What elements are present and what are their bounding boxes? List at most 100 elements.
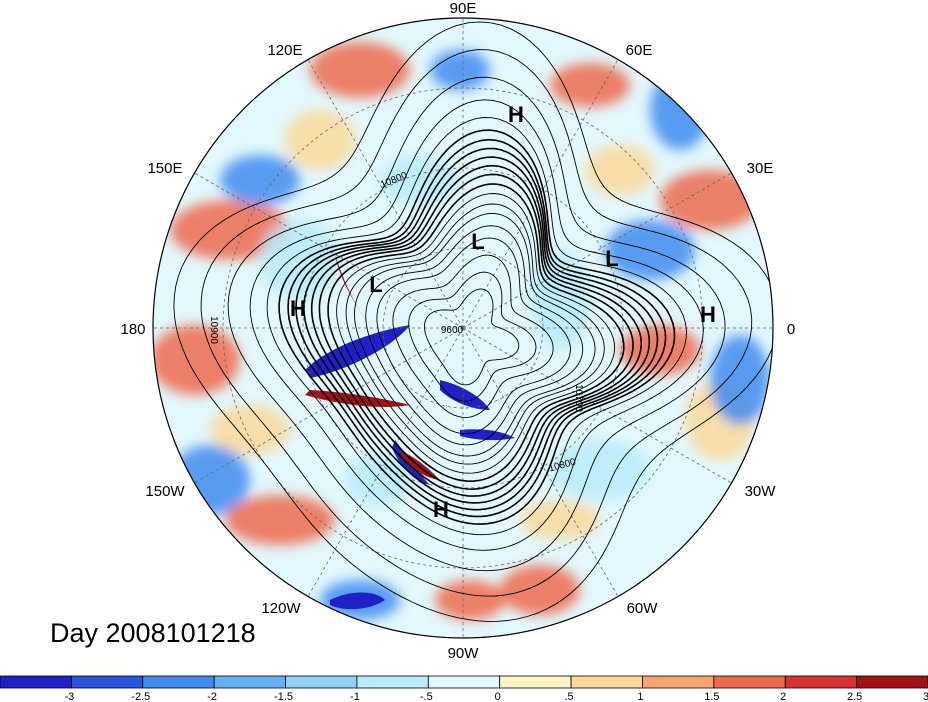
height-contour [327, 183, 625, 482]
anomaly-blob [660, 170, 760, 230]
colorbar-tick-label: -1 [350, 691, 360, 702]
colorbar-swatch [856, 675, 928, 689]
lon-label-150e: 150E [147, 160, 182, 177]
high-marker: H [508, 102, 524, 127]
high-marker: H [700, 302, 716, 327]
colorbar-tick-label: 3 [923, 691, 928, 702]
anomaly-blob [550, 63, 630, 107]
low-marker: L [369, 272, 382, 297]
meridian-line [462, 327, 732, 484]
anomaly-blob [430, 50, 490, 90]
lon-label-30e: 30E [747, 160, 774, 177]
high-marker: H [290, 296, 306, 321]
lon-label-150w: 150W [145, 483, 185, 500]
colorbar-tick-label: -2.5 [131, 691, 150, 702]
colorbar-tick-label: -3 [64, 691, 74, 702]
anomaly-blob [220, 155, 300, 205]
height-contour [227, 76, 726, 572]
polar-map: 90E 60E 30E 0 30W 60W 90W 120W 150W 180 … [120, 0, 795, 662]
plot-title: Day 2008101218 [50, 618, 256, 648]
colorbar-tick-label: 1 [637, 691, 643, 702]
colorbar-swatch [713, 675, 786, 689]
meridian-line [194, 327, 464, 484]
anomaly-blob [585, 145, 655, 195]
anomaly-core [330, 592, 385, 610]
anomaly-blob [285, 110, 355, 170]
anomaly-blob [170, 445, 250, 515]
colorbar-swatch [499, 675, 572, 689]
lon-label-120e: 120E [267, 42, 302, 59]
height-contour [310, 164, 643, 497]
colorbar-tick-label: -2 [207, 691, 217, 702]
height-contours [173, 21, 773, 622]
colorbar-tick-label: -1.5 [274, 691, 293, 702]
height-contour [200, 49, 753, 597]
colorbar-tick-label: 1.5 [704, 691, 719, 702]
height-contour [173, 21, 773, 622]
colorbar-swatch [285, 675, 358, 689]
lon-label-120w: 120W [261, 600, 301, 617]
contour-label: 9600 [441, 325, 464, 336]
anomaly-core [305, 390, 410, 407]
colorbar-swatch [0, 675, 72, 689]
contour-label: 10900 [208, 316, 219, 344]
anomaly-core [440, 380, 490, 410]
latitude-circle [302, 167, 624, 489]
lon-label-30w: 30W [745, 483, 777, 500]
meridian-line [307, 59, 464, 329]
colorbar-tick-label: 0 [495, 691, 501, 702]
contour-label: 10700 [573, 384, 584, 412]
anomaly-blob [435, 580, 505, 620]
height-contour [287, 138, 667, 518]
colorbar-swatch [213, 675, 286, 689]
low-marker: L [471, 229, 484, 254]
colorbar-swatch [142, 675, 215, 689]
colorbar-swatch [642, 675, 715, 689]
colorbar-swatch [784, 675, 858, 689]
anomaly-blob [710, 335, 770, 425]
height-contour [354, 213, 596, 457]
colorbar-tick-label: -.5 [420, 691, 433, 702]
height-contour [336, 193, 616, 474]
colorbar-tick-label: 2 [780, 691, 786, 702]
meridian-line [194, 172, 464, 329]
lon-label-60w: 60W [627, 600, 659, 617]
height-contour [278, 129, 676, 525]
anomaly-blob [310, 42, 410, 98]
anomaly-blob [550, 440, 650, 500]
anomaly-core [460, 429, 515, 441]
anomaly-blob [520, 500, 600, 540]
height-contour [424, 288, 520, 386]
anomaly-blob [650, 70, 710, 150]
meridian-line [462, 172, 732, 329]
anomaly-blob [500, 565, 580, 615]
low-marker: L [605, 246, 618, 271]
colorbar-swatch [356, 675, 429, 689]
anomaly-blob [225, 495, 335, 545]
lon-label-180: 180 [120, 321, 145, 338]
anomaly-blob [153, 325, 240, 395]
colorbar-tick-label: 2.5 [847, 691, 862, 702]
lon-label-90w: 90W [448, 645, 480, 662]
colorbar-tick-label: .5 [564, 691, 573, 702]
colorbar: -3 -2.5 -2 -1.5 -1 -.5 0 .5 1 1.5 2 2.5 3 [0, 675, 928, 702]
high-marker: H [433, 497, 449, 522]
colorbar-swatch [70, 675, 144, 689]
meridian-line [307, 327, 464, 597]
anomaly-blob [210, 405, 290, 455]
height-contour [376, 237, 571, 435]
lon-label-0: 0 [787, 321, 795, 338]
height-contour [318, 173, 634, 491]
lon-label-60e: 60E [626, 42, 653, 59]
colorbar-swatch [570, 675, 643, 689]
height-contour [365, 225, 584, 446]
height-contour [408, 271, 537, 402]
meridian-line [462, 59, 619, 329]
height-contour [303, 156, 651, 504]
height-contour [392, 254, 554, 418]
anomaly-blob [530, 250, 590, 350]
lon-label-90e: 90E [450, 0, 477, 17]
height-contour [345, 203, 605, 465]
height-contour [266, 117, 687, 536]
map-border [152, 17, 774, 639]
